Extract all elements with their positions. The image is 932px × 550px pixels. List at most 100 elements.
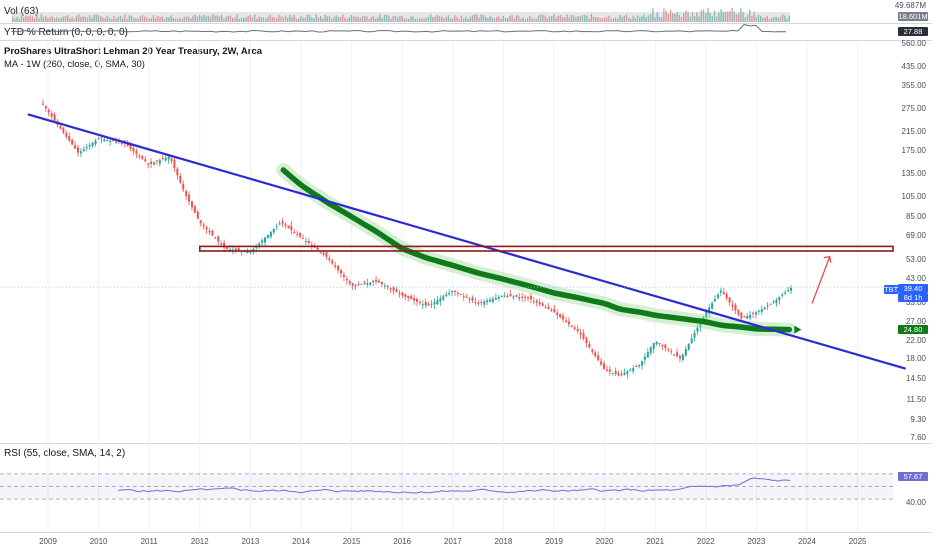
price-scale-label: 135.00 (901, 169, 926, 179)
volume-bar (559, 15, 562, 22)
time-axis-label: 2020 (595, 537, 614, 546)
price-candle (82, 149, 85, 151)
price-candle (617, 373, 620, 376)
price-candle (112, 140, 115, 142)
pane-divider[interactable] (0, 23, 932, 24)
volume-bar (438, 15, 441, 22)
volume-bar (577, 16, 579, 22)
price-candle (386, 285, 389, 288)
volume-bar (476, 14, 478, 22)
volume-bar (379, 14, 381, 22)
volume-bar (568, 17, 570, 22)
volume-bar (537, 15, 540, 22)
volume-bar (67, 15, 69, 22)
volume-bar (599, 17, 601, 22)
price-candle (348, 280, 351, 284)
volume-bar (223, 18, 225, 22)
price-candle (109, 140, 112, 142)
price-candle (208, 230, 211, 233)
volume-bar (419, 18, 421, 22)
price-candle (120, 142, 123, 144)
price-candle (65, 133, 68, 137)
price-candle (53, 114, 56, 121)
volume-bar (144, 16, 146, 22)
price-candle (448, 292, 451, 295)
countdown-badge: 8d 1h (898, 293, 928, 302)
rsi-level-label: 40.00 (905, 498, 926, 507)
price-candle (664, 344, 667, 348)
price-candle (176, 168, 179, 176)
volume-bar (293, 14, 295, 22)
volume-bar (375, 18, 377, 22)
price-candle (170, 157, 173, 162)
pane-divider[interactable] (0, 40, 932, 41)
volume-bar (647, 15, 650, 22)
price-candle (711, 303, 714, 309)
price-candle (749, 314, 752, 319)
volume-bar (491, 17, 493, 22)
price-scale-label: 14.50 (905, 373, 926, 383)
price-candle (415, 298, 418, 302)
volume-bar (724, 11, 727, 22)
volume-bar (188, 16, 190, 22)
volume-bar (449, 17, 452, 22)
price-candle (141, 156, 144, 159)
volume-bar (564, 17, 566, 22)
price-candle (646, 352, 649, 358)
price-candle (673, 354, 676, 356)
volume-bar (163, 18, 166, 22)
volume-bar (155, 18, 157, 22)
price-candle (158, 160, 161, 164)
volume-bar (669, 9, 672, 22)
price-candle (579, 332, 582, 335)
volume-pane: Vol (63) 49.687M 18.601M (0, 0, 932, 24)
price-candle (573, 327, 576, 329)
time-axis-label: 2019 (545, 537, 563, 546)
price-candle (366, 283, 369, 285)
volume-bar (553, 14, 555, 22)
price-candle (649, 347, 652, 354)
price-candle (538, 302, 541, 305)
volume-bar (535, 18, 537, 22)
ytd-badge: 27.88 (898, 27, 928, 36)
pane-divider[interactable] (0, 443, 932, 444)
volume-bar (150, 17, 152, 22)
volume-bar (524, 18, 526, 22)
price-candle (602, 363, 605, 369)
price-candle (769, 303, 772, 305)
volume-bar (128, 15, 130, 22)
price-candle (778, 297, 781, 301)
volume-bar (49, 16, 51, 22)
price-candle (380, 281, 383, 285)
volume-bar (245, 17, 247, 22)
volume-bar (390, 18, 392, 22)
price-candle (740, 312, 743, 319)
price-candle (188, 194, 191, 202)
volume-label: Vol (63) (4, 6, 39, 17)
volume-bar (447, 15, 449, 22)
price-candle (272, 229, 275, 233)
price-candle (722, 292, 725, 295)
volume-bar (590, 14, 592, 22)
price-candle (261, 240, 264, 243)
volume-bar (520, 18, 522, 22)
price-candle (357, 283, 360, 285)
price-candle (655, 341, 658, 344)
volume-bar (185, 16, 188, 22)
volume-bar (606, 17, 608, 22)
price-candle (372, 280, 375, 283)
price-scale-label: 275.00 (901, 104, 926, 114)
price-candle (129, 144, 132, 149)
volume-bar (106, 15, 108, 22)
price-candle (474, 302, 477, 304)
volume-bar (740, 8, 742, 22)
volume-bar (775, 16, 777, 22)
price-candle (608, 369, 611, 372)
price-candle (363, 282, 366, 284)
volume-bar (291, 17, 293, 22)
price-candle (562, 315, 565, 320)
price-candle (670, 351, 673, 353)
price-candle (264, 237, 267, 243)
price-candle (497, 296, 500, 299)
